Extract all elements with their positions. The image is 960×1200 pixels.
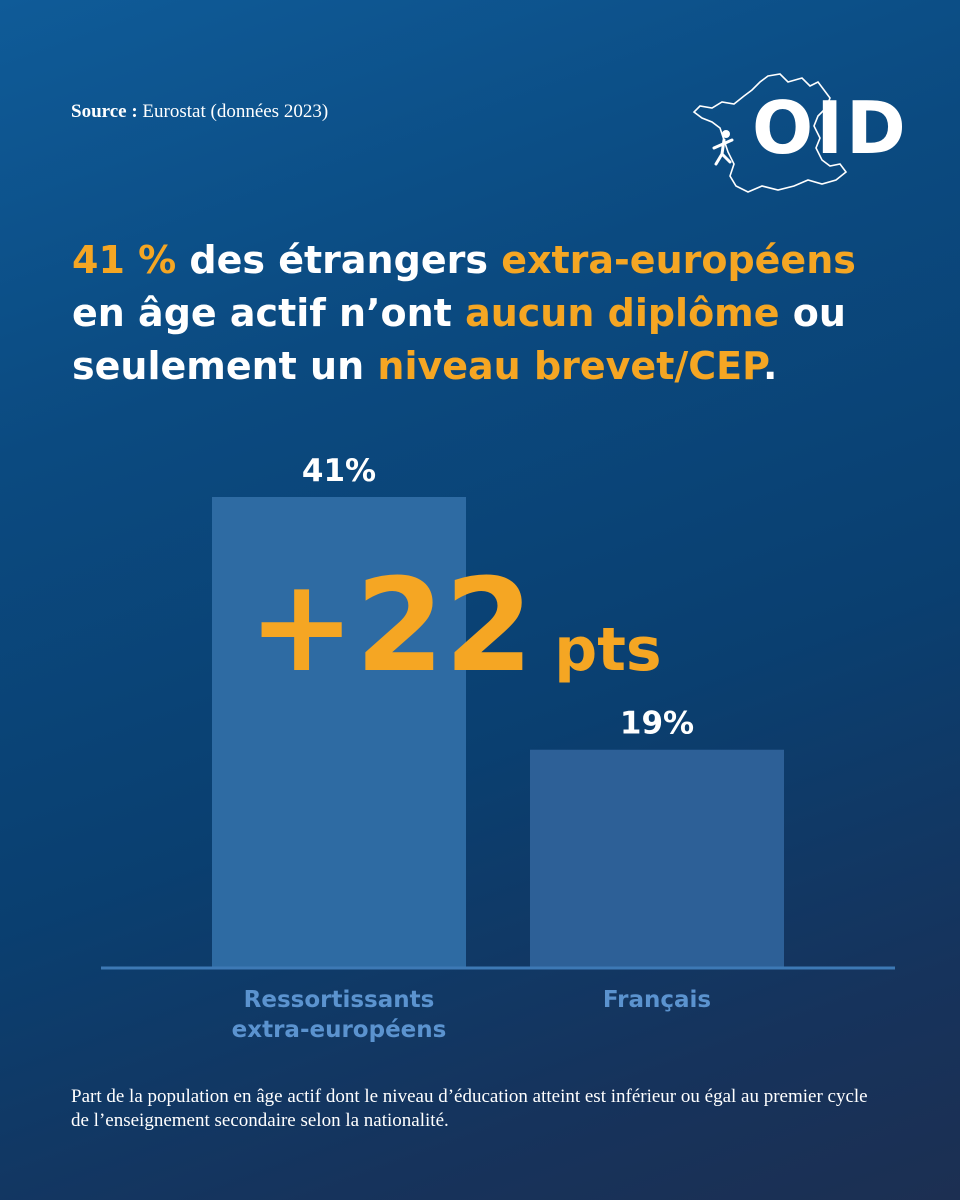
difference-unit: pts: [533, 615, 661, 685]
logo-text: OID: [752, 86, 909, 170]
source-text: Eurostat (données 2023): [142, 101, 329, 122]
difference-annotation: +22 pts: [248, 552, 662, 701]
category-label-2-line-1: Français: [603, 987, 711, 1013]
category-label-1-line-2: extra-européens: [232, 1017, 447, 1043]
headline-part-4: en âge actif n’ont: [72, 291, 466, 335]
value-label-2: 19%: [620, 706, 694, 742]
source-line: Source : Eurostat (données 2023): [71, 101, 328, 123]
difference-value: +22: [248, 552, 533, 701]
headline-part-8: niveau brevet/CEP: [377, 344, 763, 388]
headline: 41 % des étrangers extra-européens en âge…: [72, 234, 932, 393]
france-map-icon: [692, 73, 848, 193]
value-label-1: 41%: [302, 453, 376, 489]
headline-part-9: .: [762, 344, 778, 388]
headline-part-3: extra-européens: [501, 238, 856, 282]
headline-part-5: aucun diplôme: [465, 291, 780, 335]
headline-part-6: ou: [779, 291, 846, 335]
category-label-1-line-1: Ressortissants: [244, 987, 435, 1013]
headline-part-2: des étrangers: [176, 238, 502, 282]
bar-1: [212, 497, 466, 968]
headline-part-7: seulement un: [72, 344, 378, 388]
chart-caption: Part de la population en âge actif dont …: [71, 1086, 868, 1131]
source-label: Source :: [71, 101, 138, 122]
headline-part-1: 41 %: [72, 238, 177, 282]
bar-2: [530, 749, 784, 968]
